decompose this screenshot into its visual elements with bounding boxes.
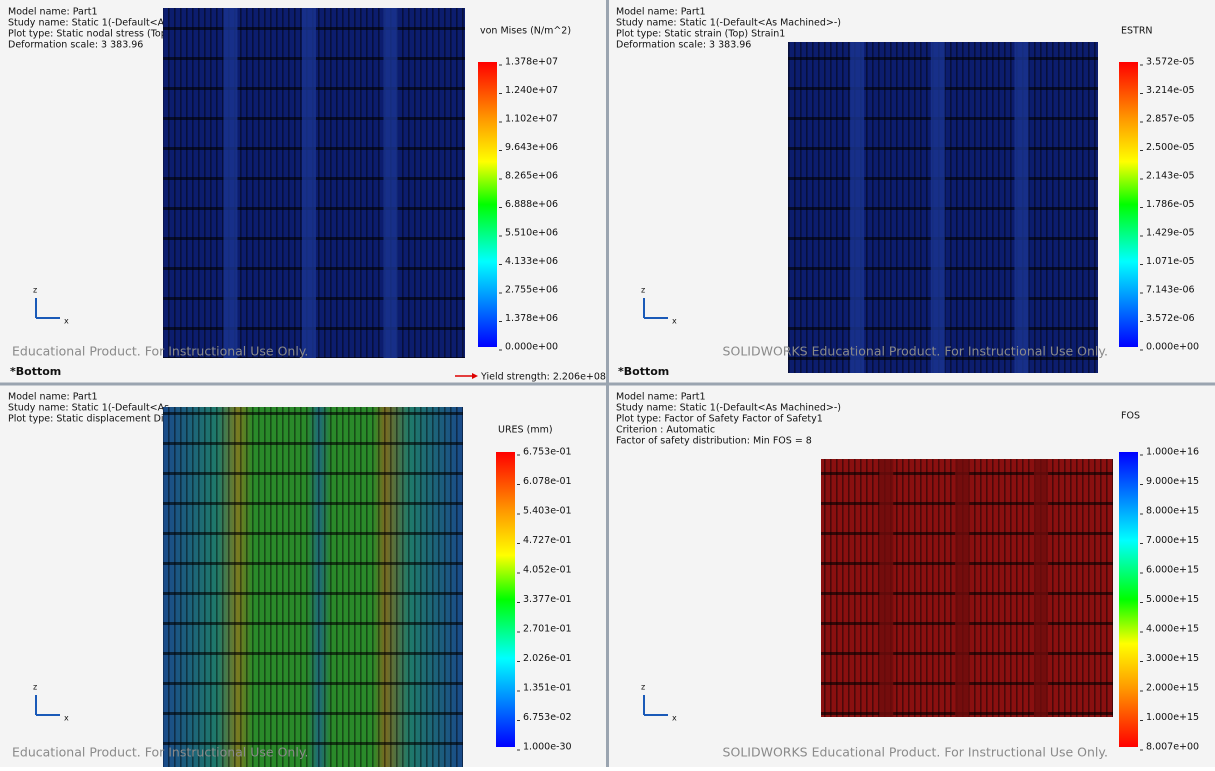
legend-label: 1.378e+06 — [505, 313, 558, 324]
legend-label: 6.078e-01 — [523, 476, 572, 487]
info-line: Plot type: Static strain (Top) Strain1 — [616, 29, 785, 40]
info-line: Criterion : Automatic — [616, 425, 715, 436]
model-beam — [384, 8, 398, 358]
model-beam — [1034, 459, 1048, 717]
legend-label: 6.753e-02 — [523, 712, 572, 723]
colorbar — [496, 452, 515, 747]
info-line: Model name: Part1 — [8, 7, 98, 18]
model-ribs — [163, 407, 463, 767]
legend-label: 7.143e-06 — [1146, 285, 1195, 296]
model-beam — [302, 8, 316, 358]
info-line: Study name: Static 1(-Default<As Machine… — [616, 18, 841, 29]
info-line: Model name: Part1 — [8, 392, 98, 403]
legend-label: 4.052e-01 — [523, 565, 572, 576]
triad-label: z — [641, 286, 645, 295]
legend-label: 6.000e+15 — [1146, 565, 1199, 576]
legend-title: URES (mm) — [498, 425, 553, 436]
legend-label: 6.753e-01 — [523, 447, 572, 458]
info-line: Deformation scale: 3 383.96 — [8, 40, 143, 51]
legend-label: 2.755e+06 — [505, 285, 558, 296]
info-line: Study name: Static 1(-Default<As — [8, 18, 169, 29]
triad-label: x — [64, 714, 69, 723]
colorbar — [1119, 452, 1138, 747]
triad-label: x — [672, 714, 677, 723]
legend-label: 3.214e-05 — [1146, 85, 1195, 96]
legend-label: 2.000e+15 — [1146, 683, 1199, 694]
watermark: Educational Product. For Instructional U… — [12, 745, 308, 760]
info-line: Factor of safety distribution: Min FOS =… — [616, 436, 812, 447]
legend-label: 8.007e+00 — [1146, 742, 1199, 753]
legend-label: 5.403e-01 — [523, 506, 572, 517]
triad-label: z — [641, 683, 645, 692]
model-beam — [931, 42, 945, 373]
info-line: Model name: Part1 — [616, 7, 706, 18]
watermark: Educational Product. For Instructional U… — [12, 344, 308, 359]
legend-title: FOS — [1121, 411, 1140, 422]
legend-label: 0.000e+00 — [505, 342, 558, 353]
legend-label: 1.378e+07 — [505, 57, 558, 68]
model-beam — [223, 8, 237, 358]
info-line: Deformation scale: 3 383.96 — [616, 40, 751, 51]
triad-label: x — [64, 317, 69, 326]
yield-label: Yield strength: 2.206e+08 — [480, 372, 606, 383]
legend-label: 7.000e+15 — [1146, 535, 1199, 546]
legend-label: 5.000e+15 — [1146, 594, 1199, 605]
legend-label: 4.727e-01 — [523, 535, 572, 546]
watermark: SOLIDWORKS Educational Product. For Inst… — [723, 745, 1108, 760]
view-label: *Bottom — [10, 365, 61, 378]
model — [163, 407, 463, 767]
info-line: Model name: Part1 — [616, 392, 706, 403]
info-line: Plot type: Factor of Safety Factor of Sa… — [616, 414, 823, 425]
triad-label: z — [33, 286, 37, 295]
model — [163, 8, 465, 358]
legend-label: 2.500e-05 — [1146, 142, 1195, 153]
model-beam — [1015, 42, 1029, 373]
info-line: Plot type: Static nodal stress (Top) — [8, 29, 170, 40]
legend-title: von Mises (N/m^2) — [480, 26, 571, 37]
screenshot: Model name: Part1Study name: Static 1(-D… — [0, 0, 1215, 767]
info-line: Study name: Static 1(-Default<As — [8, 403, 169, 414]
legend-label: 8.265e+06 — [505, 171, 558, 182]
legend-label: 1.000e+16 — [1146, 447, 1199, 458]
legend-label: 2.026e-01 — [523, 653, 572, 664]
model-beam — [850, 42, 864, 373]
model-beam — [955, 459, 969, 717]
legend-label: 1.240e+07 — [505, 85, 558, 96]
info-line: Plot type: Static displacement Dis — [8, 414, 169, 425]
legend-label: 9.000e+15 — [1146, 476, 1199, 487]
info-line: Study name: Static 1(-Default<As Machine… — [616, 403, 841, 414]
legend-label: 1.000e-30 — [523, 742, 572, 753]
legend-label: 6.888e+06 — [505, 199, 558, 210]
legend-label: 8.000e+15 — [1146, 506, 1199, 517]
legend-label: 2.143e-05 — [1146, 171, 1195, 182]
legend-label: 4.000e+15 — [1146, 624, 1199, 635]
model — [821, 459, 1113, 717]
legend-title: ESTRN — [1121, 26, 1153, 37]
legend-label: 2.857e-05 — [1146, 114, 1195, 125]
legend-label: 3.000e+15 — [1146, 653, 1199, 664]
legend-label: 3.572e-05 — [1146, 57, 1195, 68]
legend-label: 1.102e+07 — [505, 114, 558, 125]
legend-label: 0.000e+00 — [1146, 342, 1199, 353]
legend-label: 1.071e-05 — [1146, 256, 1195, 267]
legend-label: 2.701e-01 — [523, 624, 572, 635]
legend-label: 1.000e+15 — [1146, 712, 1199, 723]
legend-label: 5.510e+06 — [505, 228, 558, 239]
model-beam — [879, 459, 893, 717]
legend-label: 9.643e+06 — [505, 142, 558, 153]
legend-label: 4.133e+06 — [505, 256, 558, 267]
view-label: *Bottom — [618, 365, 669, 378]
triad-label: x — [672, 317, 677, 326]
legend-label: 1.351e-01 — [523, 683, 572, 694]
legend-label: 1.786e-05 — [1146, 199, 1195, 210]
legend-label: 1.429e-05 — [1146, 228, 1195, 239]
triad-label: z — [33, 683, 37, 692]
legend-label: 3.377e-01 — [523, 594, 572, 605]
legend-label: 3.572e-06 — [1146, 313, 1195, 324]
model — [788, 42, 1098, 373]
watermark: SOLIDWORKS Educational Product. For Inst… — [723, 344, 1108, 359]
colorbar — [478, 62, 497, 347]
colorbar — [1119, 62, 1138, 347]
